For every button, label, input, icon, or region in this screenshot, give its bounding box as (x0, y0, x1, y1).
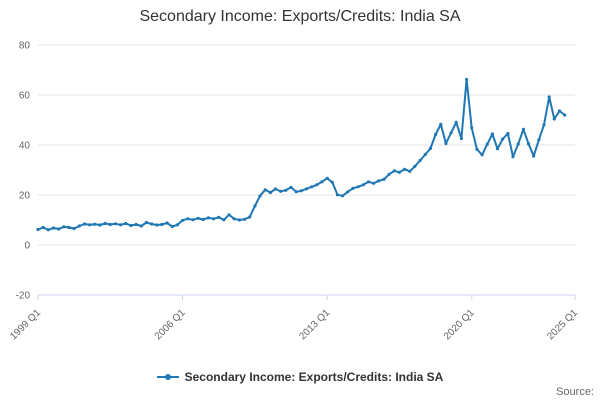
legend-line-marker-icon[interactable] (156, 372, 179, 382)
y-gridlines (38, 44, 575, 296)
svg-text:20: 20 (19, 191, 31, 202)
source-label: Source: (556, 386, 594, 398)
series-line[interactable] (36, 77, 567, 232)
svg-text:-20: -20 (16, 291, 31, 302)
svg-text:2025 Q1: 2025 Q1 (545, 307, 580, 342)
chart-plot-area: -20 0 20 40 60 80 1999 Q1 2006 Q1 2013 Q1 2020 Q1… (8, 41, 580, 343)
svg-text:1999 Q1: 1999 Q1 (8, 307, 43, 342)
y-axis-labels: -20 0 20 40 60 80 (16, 41, 31, 302)
svg-text:60: 60 (19, 91, 31, 102)
svg-text:40: 40 (19, 141, 31, 152)
svg-text:0: 0 (24, 241, 30, 252)
x-axis-ticks (37, 295, 576, 300)
svg-text:2013 Q1: 2013 Q1 (297, 307, 332, 342)
svg-text:80: 80 (19, 41, 31, 52)
svg-text:2020 Q1: 2020 Q1 (442, 307, 477, 342)
legend-item-label[interactable]: Secondary Income: Exports/Credits: India… (184, 370, 444, 384)
legend: Secondary Income: Exports/Credits: India… (0, 370, 600, 384)
chart-title: Secondary Income: Exports/Credits: India… (139, 8, 461, 25)
x-axis-labels: 1999 Q1 2006 Q1 2013 Q1 2020 Q1 2025 Q1 (8, 307, 580, 342)
svg-text:2006 Q1: 2006 Q1 (153, 307, 188, 342)
